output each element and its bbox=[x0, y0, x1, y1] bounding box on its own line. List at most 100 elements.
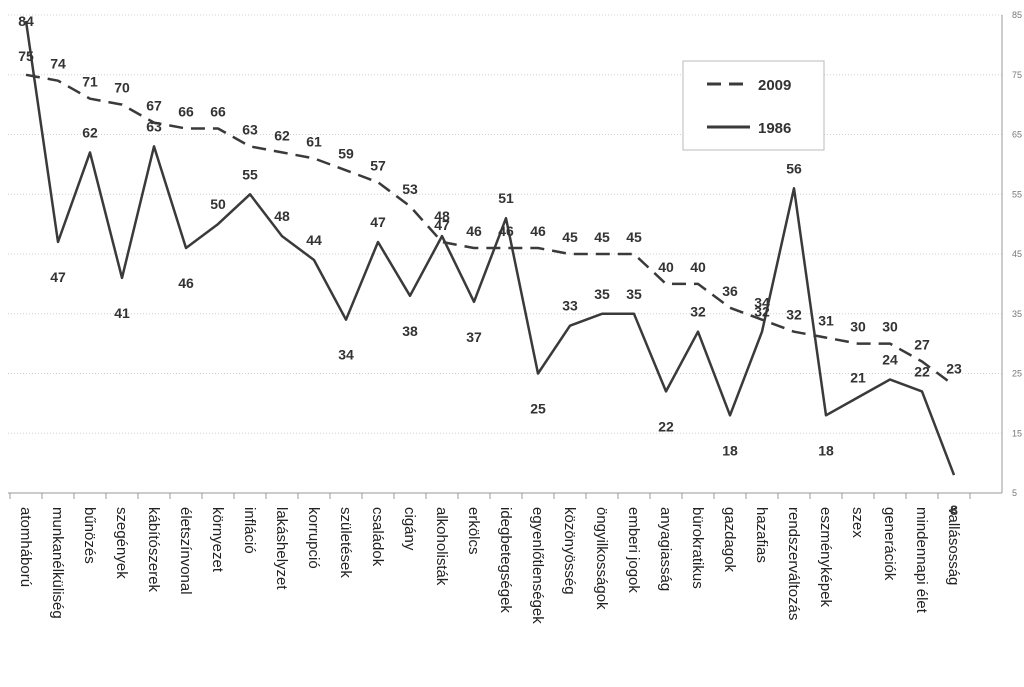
category-label: atomháború bbox=[17, 507, 34, 587]
data-label-1986: 24 bbox=[882, 351, 898, 367]
category-label: szegények bbox=[113, 507, 130, 579]
legend-box bbox=[682, 60, 825, 151]
category-label: alkoholisták bbox=[433, 507, 450, 586]
category-label: erkölcs bbox=[465, 507, 482, 555]
y-tick-label: 5 bbox=[1012, 488, 1017, 498]
category-label: munkanélküliség bbox=[49, 507, 66, 619]
data-label-2009: 61 bbox=[306, 133, 322, 149]
y-tick-label: 45 bbox=[1012, 249, 1022, 259]
category-label: környezet bbox=[209, 507, 226, 573]
category-label: generációk bbox=[881, 507, 898, 581]
category-label: egyenlőtlenségek bbox=[529, 507, 546, 624]
data-label-1986: 35 bbox=[626, 286, 642, 302]
data-label-1986: 32 bbox=[754, 304, 770, 320]
axes bbox=[8, 15, 1003, 499]
data-label-1986: 25 bbox=[530, 401, 546, 417]
data-label-1986: 18 bbox=[818, 442, 834, 458]
category-label: hazafias bbox=[753, 507, 770, 563]
category-label: születések bbox=[337, 507, 354, 578]
category-label: családok bbox=[369, 507, 386, 567]
category-label: korrupció bbox=[305, 507, 322, 569]
data-label-2009: 71 bbox=[82, 74, 98, 90]
data-label-1986: 63 bbox=[146, 118, 162, 134]
data-label-1986: 48 bbox=[434, 208, 450, 224]
data-label-1986: 8 bbox=[950, 502, 958, 518]
data-label-1986: 22 bbox=[658, 418, 674, 434]
data-label-2009: 40 bbox=[658, 259, 674, 275]
data-label-1986: 62 bbox=[82, 124, 98, 140]
category-label: vallásosság bbox=[945, 507, 962, 585]
data-label-2009: 46 bbox=[498, 223, 514, 239]
data-label-1986: 41 bbox=[114, 305, 130, 321]
y-tick-label: 85 bbox=[1012, 10, 1022, 20]
y-tick-label: 55 bbox=[1012, 189, 1022, 199]
data-label-1986: 56 bbox=[786, 160, 802, 176]
category-label: rendszerváltozás bbox=[785, 507, 802, 620]
data-label-2009: 32 bbox=[786, 307, 802, 323]
data-label-2009: 74 bbox=[50, 56, 66, 72]
category-label: kábítószerek bbox=[145, 507, 162, 593]
category-label: eszményképek bbox=[817, 507, 834, 608]
data-label-1986: 35 bbox=[594, 286, 610, 302]
category-tick-labels: atomháború munkanélküliség bűnözés szegénye… bbox=[17, 507, 962, 624]
data-label-2009: 67 bbox=[146, 98, 162, 114]
y-tick-label: 65 bbox=[1012, 130, 1022, 140]
data-label-2009: 75 bbox=[18, 48, 34, 64]
data-label-2009: 40 bbox=[690, 259, 706, 275]
category-label: öngyilkosságok bbox=[593, 507, 610, 610]
category-label: szex bbox=[849, 507, 866, 538]
y-tick-label: 15 bbox=[1012, 428, 1022, 438]
legend: 2009 1986 bbox=[682, 60, 825, 151]
category-label: emberi jogok bbox=[625, 507, 642, 593]
data-label-2009: 57 bbox=[370, 157, 386, 173]
data-label-1986: 44 bbox=[306, 232, 322, 248]
data-label-2009: 70 bbox=[114, 80, 130, 96]
category-label: bürokratikus bbox=[689, 507, 706, 589]
gridlines bbox=[8, 14, 1002, 434]
data-label-1986: 46 bbox=[178, 275, 194, 291]
y-tick-label: 35 bbox=[1012, 309, 1022, 319]
category-label: gazdagok bbox=[721, 507, 738, 573]
data-label-2009: 27 bbox=[914, 337, 930, 353]
data-label-1986: 50 bbox=[210, 196, 226, 212]
data-label-2009: 53 bbox=[402, 181, 418, 197]
category-label: lakáshelyzet bbox=[273, 507, 290, 590]
series-line-2009 bbox=[25, 73, 955, 387]
data-label-1986: 84 bbox=[18, 13, 34, 29]
series-line-1986 bbox=[24, 20, 956, 476]
legend-label-1986: 1986 bbox=[758, 120, 791, 137]
data-label-2009: 45 bbox=[594, 229, 610, 245]
data-label-1986: 37 bbox=[466, 329, 482, 345]
data-label-1986: 55 bbox=[242, 166, 258, 182]
y-tick-label: 75 bbox=[1012, 70, 1022, 80]
data-labels: 75 74 71 70 67 66 66 63 62 61 59 57 53 47 46 46 46 45 45 45… bbox=[18, 13, 962, 518]
data-label-1986: 18 bbox=[722, 442, 738, 458]
data-label-1986: 51 bbox=[498, 190, 514, 206]
series-lines bbox=[24, 20, 956, 476]
data-label-2009: 66 bbox=[210, 104, 226, 120]
data-label-2009: 23 bbox=[946, 360, 962, 376]
data-label-2009: 66 bbox=[178, 104, 194, 120]
data-label-2009: 36 bbox=[722, 283, 738, 299]
data-label-1986: 38 bbox=[402, 323, 418, 339]
data-label-1986: 22 bbox=[914, 363, 930, 379]
data-label-1986: 33 bbox=[562, 298, 578, 314]
data-label-1986: 21 bbox=[850, 369, 866, 385]
data-label-2009: 47 bbox=[434, 217, 450, 233]
category-label: anyagiasság bbox=[657, 507, 674, 591]
data-label-2009: 46 bbox=[530, 223, 546, 239]
category-label: mindennapi élet bbox=[913, 507, 930, 614]
data-label-2009: 30 bbox=[850, 319, 866, 335]
category-label: életszínvonal bbox=[177, 507, 194, 595]
data-label-2009: 31 bbox=[818, 313, 834, 329]
category-label: cigány bbox=[401, 507, 418, 551]
y-tick-label: 25 bbox=[1012, 369, 1022, 379]
data-label-2009: 45 bbox=[562, 229, 578, 245]
data-label-2009: 34 bbox=[754, 295, 770, 311]
category-label: idegbetegségek bbox=[497, 507, 514, 613]
data-label-1986: 48 bbox=[274, 208, 290, 224]
data-label-2009: 62 bbox=[274, 127, 290, 143]
legend-label-2009: 2009 bbox=[758, 77, 791, 94]
y-tick-labels: 5 15 25 35 45 55 65 75 85 bbox=[1012, 10, 1022, 498]
